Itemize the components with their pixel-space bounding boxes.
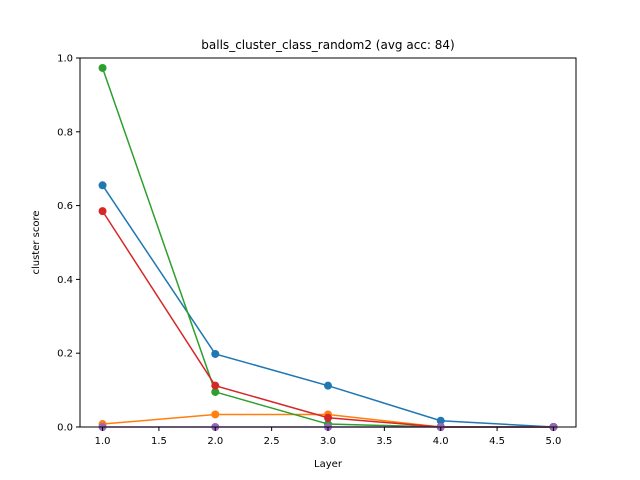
- x-axis-label: Layer: [314, 459, 343, 470]
- x-tick-label: 2.0: [207, 436, 223, 447]
- series-4: [98, 207, 558, 431]
- data-point: [98, 181, 107, 190]
- y-tick-label: 0.8: [57, 127, 73, 138]
- chart-title: balls_cluster_class_random2 (avg acc: 84…: [201, 38, 454, 52]
- x-tick-label: 2.5: [264, 436, 280, 447]
- data-point: [211, 349, 220, 358]
- series-1: [98, 181, 558, 431]
- data-point: [211, 410, 220, 419]
- plot-frame: [79, 57, 577, 428]
- plot-area: [98, 63, 558, 431]
- data-point: [211, 381, 220, 390]
- axis-ticks: 1.0 1.5 2.0 2.5 3.0 3.5 4.0 4.5 5.0 0.0 0.2 0.4 0.6 0…: [57, 54, 561, 448]
- y-axis-label: cluster score: [31, 210, 42, 274]
- series-line: [101, 210, 554, 428]
- series-3: [98, 63, 558, 431]
- y-tick-label: 0.2: [57, 349, 73, 360]
- y-tick-label: 0.6: [57, 201, 73, 212]
- data-point: [324, 381, 332, 390]
- data-point: [324, 413, 332, 422]
- data-point: [436, 416, 445, 425]
- x-tick-label: 3.0: [320, 436, 336, 447]
- y-tick-label: 0.0: [57, 423, 73, 434]
- series-line: [101, 67, 554, 428]
- x-tick-label: 3.5: [376, 436, 392, 447]
- x-tick-label: 4.5: [489, 436, 505, 447]
- y-tick-label: 0.4: [57, 275, 73, 286]
- y-tick-label: 1.0: [57, 54, 73, 65]
- data-point: [98, 63, 107, 72]
- series-line: [101, 184, 554, 428]
- x-tick-label: 5.0: [546, 436, 562, 447]
- x-tick-label: 1.5: [151, 436, 167, 447]
- x-tick-label: 4.0: [433, 436, 449, 447]
- data-point: [98, 207, 107, 216]
- x-tick-label: 1.0: [95, 436, 111, 447]
- data-point: [211, 387, 220, 396]
